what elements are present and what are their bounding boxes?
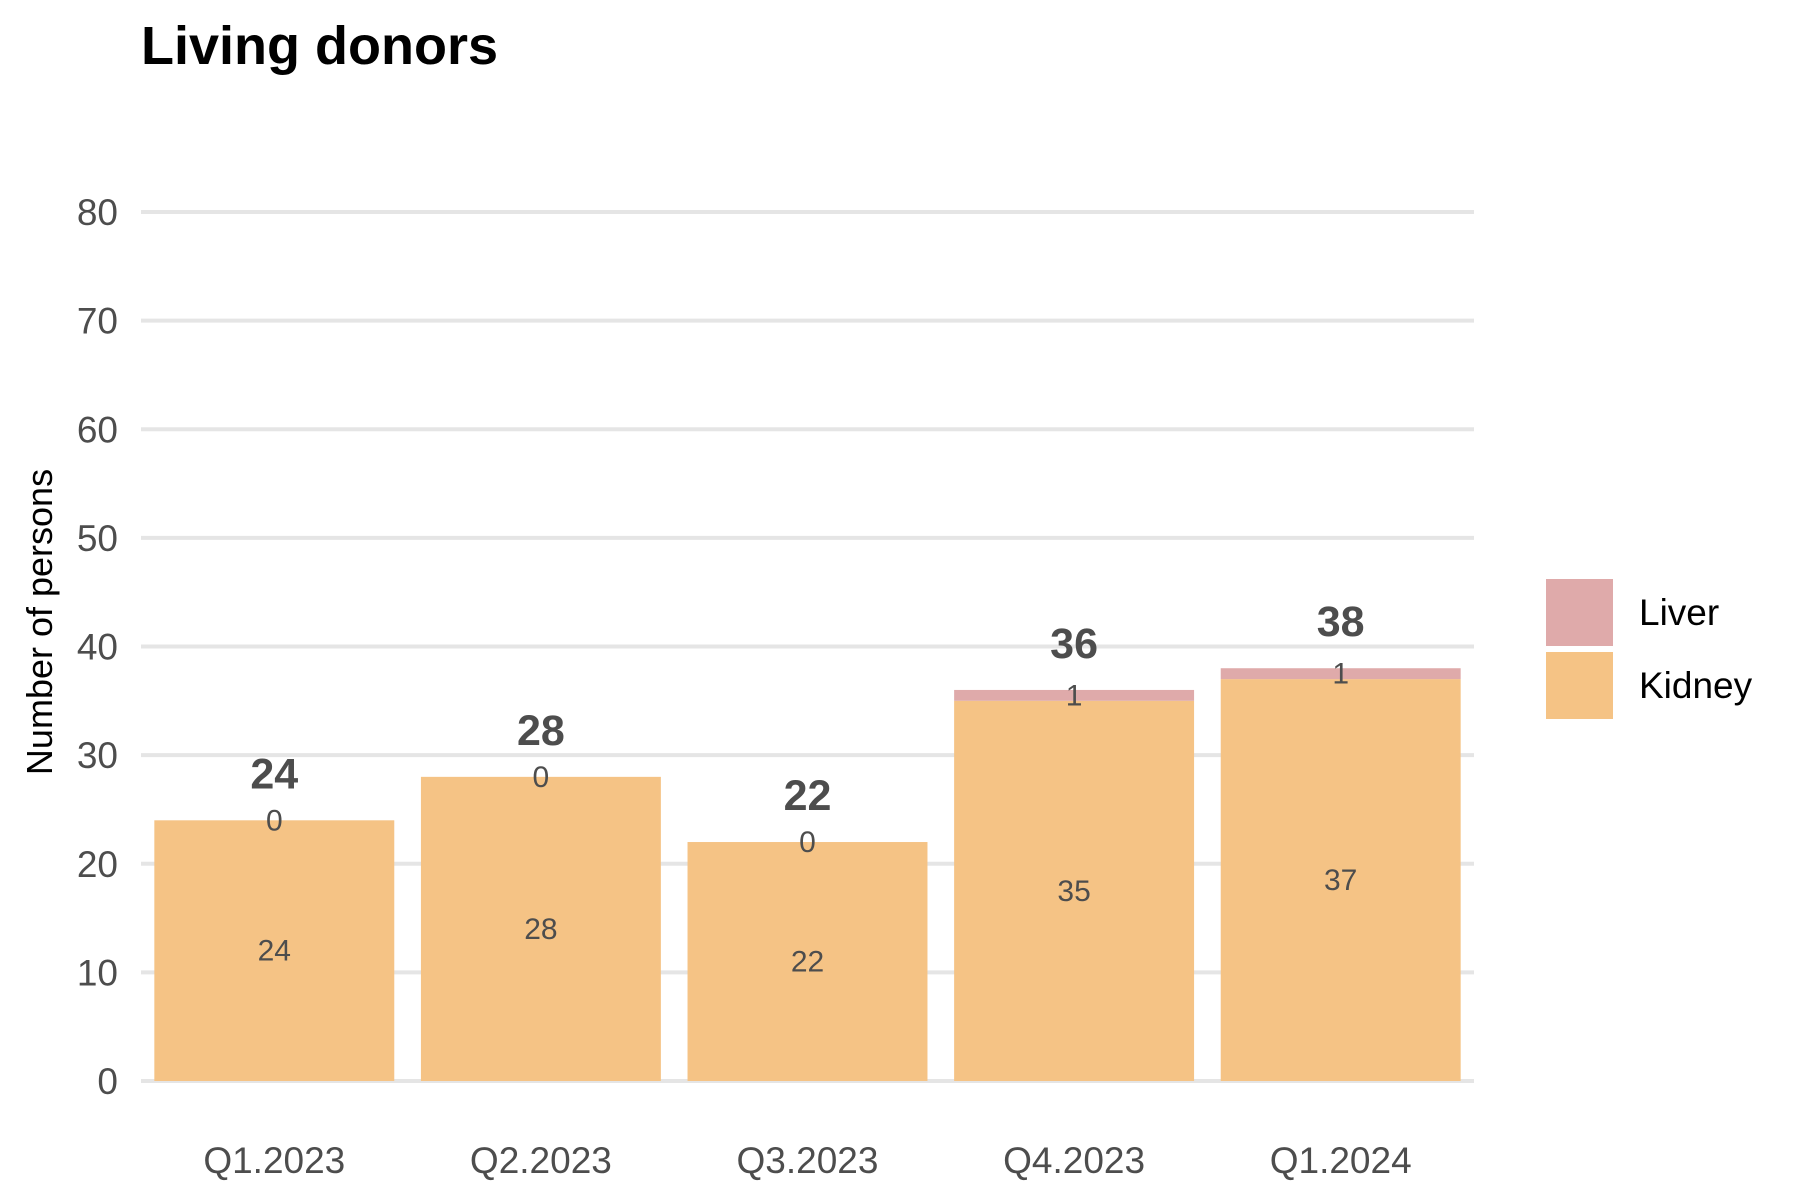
x-tick-label: Q3.2023 <box>737 1140 879 1181</box>
y-tick-label: 40 <box>77 627 118 668</box>
total-label: 38 <box>1317 598 1365 646</box>
y-axis-ticks: 0 10 20 30 40 50 60 70 80 <box>77 192 118 1102</box>
chart-title: Living donors <box>141 16 498 76</box>
segment-label-kidney: 28 <box>524 913 557 946</box>
x-tick-label: Q1.2023 <box>203 1140 345 1181</box>
y-tick-label: 10 <box>77 952 118 993</box>
segment-label-kidney: 37 <box>1324 864 1357 897</box>
y-axis-title: Number of persons <box>19 469 60 775</box>
legend-label-liver: Liver <box>1639 592 1719 633</box>
y-tick-label: 50 <box>77 518 118 559</box>
segment-label-liver: 1 <box>1066 679 1083 712</box>
y-tick-label: 0 <box>97 1061 118 1102</box>
x-tick-label: Q2.2023 <box>470 1140 612 1181</box>
segment-label-kidney: 35 <box>1057 875 1090 908</box>
y-tick-label: 80 <box>77 192 118 233</box>
total-label: 36 <box>1050 620 1098 668</box>
segment-label-liver: 1 <box>1332 658 1349 691</box>
bar-kidney-Q2.2023 <box>420 776 661 1081</box>
y-tick-label: 60 <box>77 409 118 450</box>
segment-label-liver: 0 <box>533 761 550 794</box>
bar-liver-Q1.2024 <box>1220 668 1461 680</box>
total-labels: 24 28 22 36 38 <box>250 598 1364 820</box>
segment-label-kidney: 22 <box>791 946 824 979</box>
x-tick-label: Q4.2023 <box>1003 1140 1145 1181</box>
legend: Liver Kidney <box>1546 579 1753 719</box>
x-axis-ticks: Q1.2023 Q2.2023 Q3.2023 Q4.2023 Q1.2024 <box>203 1140 1411 1181</box>
bar-kidney-Q3.2023 <box>687 842 928 1081</box>
y-tick-label: 70 <box>77 301 118 342</box>
y-tick-label: 20 <box>77 844 118 885</box>
bar-liver-Q4.2023 <box>954 689 1195 701</box>
legend-swatch-kidney <box>1546 652 1613 719</box>
bar-kidney-Q1.2024 <box>1220 679 1461 1081</box>
bar-kidney-Q1.2023 <box>154 820 395 1081</box>
segment-labels: 24 0 28 0 22 0 35 1 37 1 <box>258 658 1358 979</box>
bar-kidney-Q4.2023 <box>954 700 1195 1081</box>
total-label: 24 <box>250 750 298 798</box>
segment-label-liver: 0 <box>266 804 283 837</box>
legend-label-kidney: Kidney <box>1639 665 1753 706</box>
legend-swatch-liver <box>1546 579 1613 646</box>
segment-label-liver: 0 <box>799 826 816 859</box>
y-tick-label: 30 <box>77 735 118 776</box>
total-label: 28 <box>517 707 565 755</box>
x-tick-label: Q1.2024 <box>1270 1140 1412 1181</box>
segment-label-kidney: 24 <box>258 935 291 968</box>
total-label: 22 <box>784 772 832 820</box>
bars <box>154 668 1461 1081</box>
